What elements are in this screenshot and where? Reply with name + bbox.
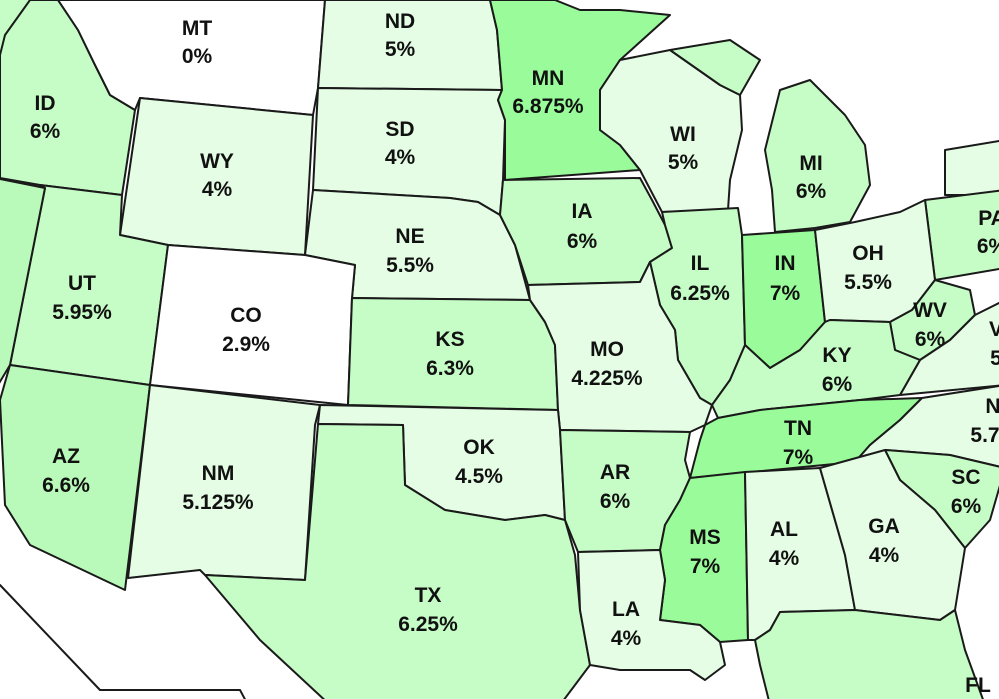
label-id-rate: 6%	[30, 120, 61, 143]
label-ar-rate: 6%	[600, 490, 631, 513]
state-ca-edge[interactable]	[0, 584, 248, 699]
label-il-abbr: IL	[691, 252, 710, 275]
label-nc-rate: 5.7	[970, 424, 999, 447]
label-sc-rate: 6%	[951, 495, 982, 518]
label-co-abbr: CO	[230, 304, 262, 327]
label-oh-rate: 5.5%	[844, 271, 892, 294]
state-la[interactable]	[577, 549, 726, 681]
state-ga[interactable]	[819, 449, 966, 621]
label-tn-rate: 7%	[783, 446, 814, 469]
label-sd-rate: 4%	[385, 146, 416, 169]
state-ky[interactable]	[711, 319, 921, 419]
label-va-abbr: V	[989, 318, 999, 341]
label-ne-abbr: NE	[395, 225, 424, 248]
label-wi-abbr: WI	[670, 123, 696, 146]
label-ia-abbr: IA	[572, 200, 593, 223]
label-nd-abbr: ND	[385, 10, 415, 33]
label-nd-rate: 5%	[385, 38, 416, 61]
state-wy[interactable]	[119, 97, 314, 256]
label-wv-rate: 6%	[915, 328, 946, 351]
label-fl-abbr: FL	[965, 674, 991, 697]
label-wi-rate: 5%	[668, 151, 699, 174]
label-tn-abbr: TN	[784, 417, 812, 440]
state-ks[interactable]	[347, 297, 559, 411]
label-ne-rate: 5.5%	[386, 254, 434, 277]
label-ms-rate: 7%	[690, 555, 721, 578]
label-la-rate: 4%	[611, 627, 642, 650]
label-nm-rate: 5.125%	[182, 491, 254, 514]
label-co-rate: 2.9%	[222, 333, 270, 356]
label-sd-abbr: SD	[385, 118, 414, 141]
label-pa-rate: 6%	[977, 235, 999, 258]
label-ar-abbr: AR	[600, 461, 630, 484]
label-ms-abbr: MS	[689, 526, 721, 549]
label-az-abbr: AZ	[52, 445, 80, 468]
label-nm-abbr: NM	[202, 462, 235, 485]
label-mn-rate: 6.875%	[512, 95, 584, 118]
label-al-abbr: AL	[770, 518, 798, 541]
state-ny-edge[interactable]	[944, 139, 999, 196]
label-ky-rate: 6%	[822, 373, 853, 396]
label-ks-abbr: KS	[435, 328, 464, 351]
label-nc-abbr: N	[985, 395, 999, 418]
label-wv-abbr: WV	[913, 299, 947, 322]
label-wy-abbr: WY	[200, 150, 234, 173]
label-ut-abbr: UT	[68, 272, 96, 295]
label-mo-rate: 4.225%	[571, 367, 643, 390]
label-ok-rate: 4.5%	[455, 465, 503, 488]
label-la-abbr: LA	[612, 598, 640, 621]
state-tx[interactable]	[204, 423, 591, 699]
label-ia-rate: 6%	[567, 230, 598, 253]
state-fl[interactable]	[754, 609, 985, 699]
label-mt-abbr: MT	[182, 17, 212, 40]
state-mi[interactable]	[669, 39, 761, 96]
label-mt-rate: 0%	[182, 45, 213, 68]
label-mo-abbr: MO	[590, 338, 624, 361]
label-mn-abbr: MN	[532, 67, 565, 90]
label-mi-abbr: MI	[799, 152, 822, 175]
label-sc-abbr: SC	[951, 466, 980, 489]
label-tx-rate: 6.25%	[398, 613, 458, 636]
label-az-rate: 6.6%	[42, 474, 90, 497]
label-al-rate: 4%	[769, 547, 800, 570]
label-il-rate: 6.25%	[670, 282, 730, 305]
label-oh-abbr: OH	[852, 242, 884, 265]
label-id-abbr: ID	[35, 92, 56, 115]
label-va-rate: 5	[990, 347, 999, 370]
label-ut-rate: 5.95%	[52, 301, 112, 324]
label-in-abbr: IN	[775, 252, 796, 275]
label-in-rate: 7%	[770, 282, 801, 305]
label-ga-abbr: GA	[868, 515, 900, 538]
label-mi-rate: 6%	[796, 180, 827, 203]
label-ok-abbr: OK	[463, 436, 495, 459]
label-tx-abbr: TX	[415, 584, 442, 607]
state-labels: MT 0% ND 5% MN 6.875% ID 6% WY 4% SD 4% …	[30, 10, 999, 697]
label-ga-rate: 4%	[869, 544, 900, 567]
state-mo[interactable]	[527, 261, 713, 433]
label-ks-rate: 6.3%	[426, 357, 474, 380]
label-wy-rate: 4%	[202, 178, 233, 201]
label-ky-abbr: KY	[822, 344, 851, 367]
label-pa-abbr: PA	[978, 207, 999, 230]
